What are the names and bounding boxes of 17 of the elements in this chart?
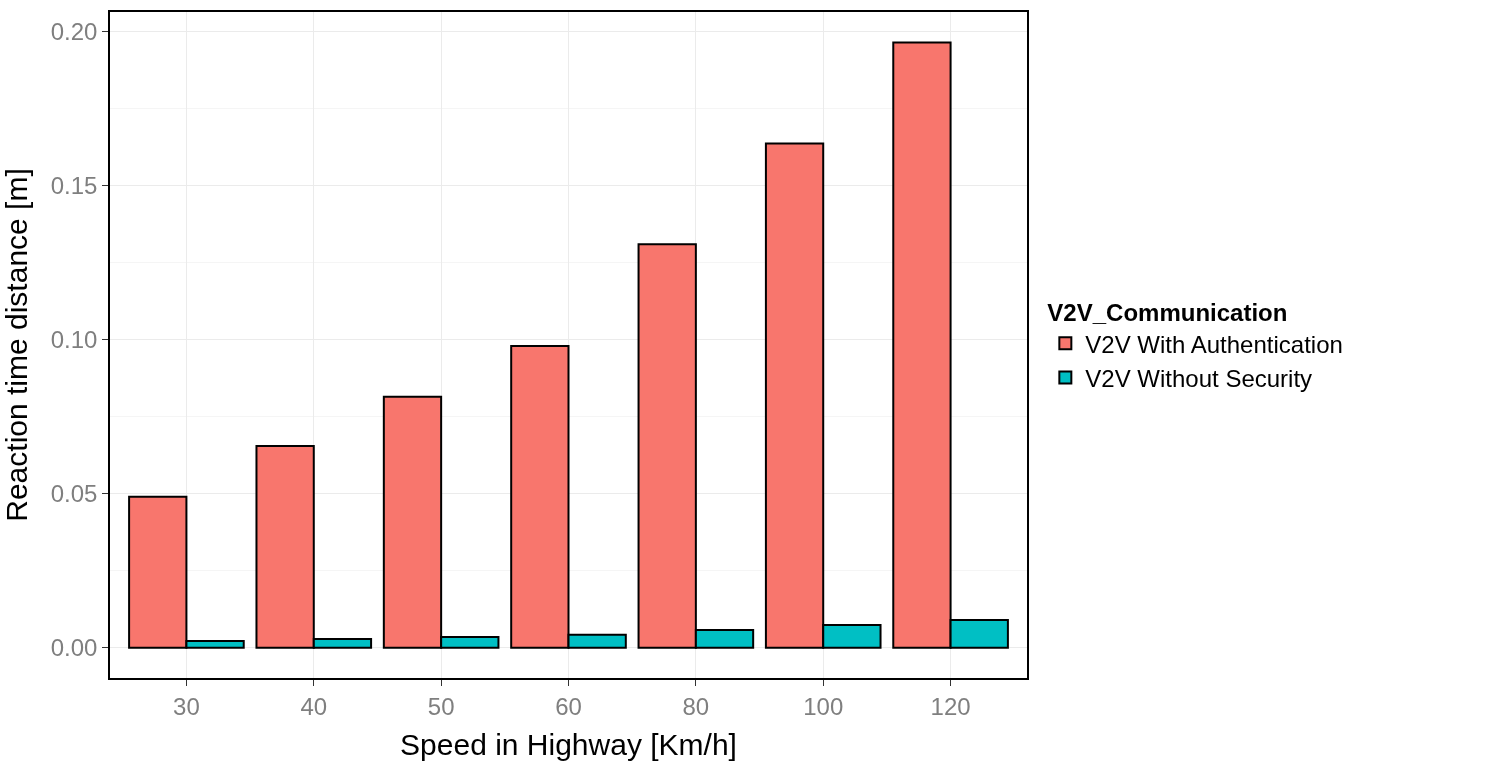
x-tick-label: 40 (300, 692, 328, 720)
y-tick-label: 0.10 (50, 326, 98, 354)
x-axis-title: Speed in Highway [Km/h] (400, 727, 737, 761)
x-tick-label: 60 (555, 692, 582, 720)
y-tick-label: 0.05 (50, 480, 98, 508)
y-tick-label: 0.15 (50, 172, 98, 200)
y-axis-title: Reaction time distance [m] (0, 168, 33, 522)
x-tick-label: 80 (682, 692, 710, 720)
legend-title: V2V_Communication (1047, 299, 1288, 327)
x-tick-label: 30 (173, 692, 200, 720)
legend-label: V2V Without Security (1085, 364, 1313, 392)
x-tick-label: 100 (803, 692, 844, 720)
legend-label: V2V With Authentication (1085, 330, 1343, 358)
x-tick-label: 50 (427, 692, 455, 720)
x-tick-label: 120 (930, 692, 971, 720)
y-tick-label: 0.00 (50, 634, 98, 662)
y-tick-label: 0.20 (50, 18, 98, 46)
